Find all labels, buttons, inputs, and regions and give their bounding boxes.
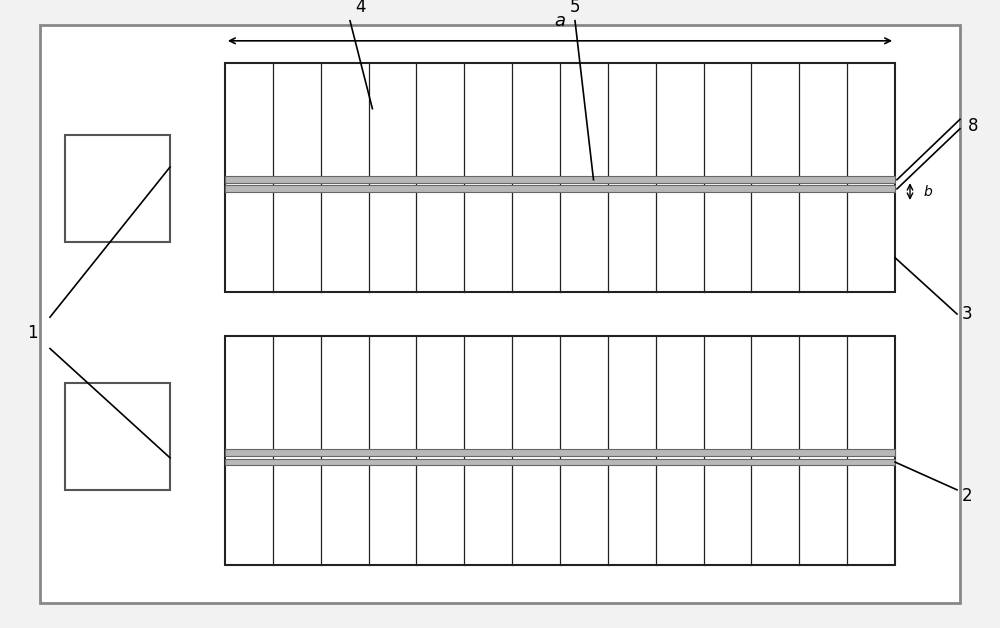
Text: 8: 8 [968, 117, 978, 134]
Bar [65, 383, 170, 490]
Text: 5: 5 [570, 0, 580, 16]
Text: a: a [554, 12, 566, 30]
Bar [225, 185, 895, 192]
Bar [225, 458, 895, 465]
Text: 4: 4 [355, 0, 365, 16]
Text: b: b [924, 185, 933, 198]
Bar [225, 176, 895, 183]
Text: 2: 2 [962, 487, 973, 505]
Bar [65, 135, 170, 242]
Bar [225, 63, 895, 292]
Text: 1: 1 [27, 324, 37, 342]
Text: 3: 3 [962, 305, 973, 323]
Bar [225, 450, 895, 457]
Bar [225, 336, 895, 565]
